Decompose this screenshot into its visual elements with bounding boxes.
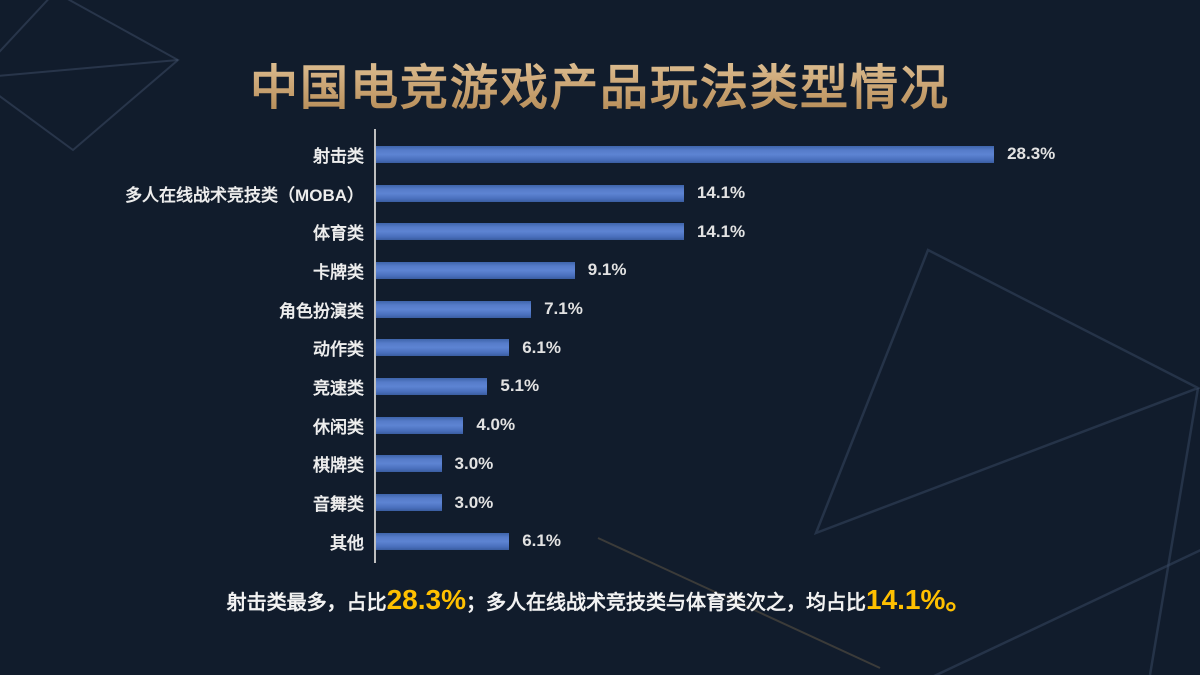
- value-label: 6.1%: [522, 531, 561, 551]
- summary-highlight: 14.1%。: [866, 584, 974, 615]
- bar-row: 体育类 14.1%: [0, 212, 1200, 251]
- page-title: 中国电竞游戏产品玩法类型情况: [0, 48, 1200, 118]
- value-label: 3.0%: [454, 453, 494, 473]
- bar-row: 卡牌类 9.1%: [0, 251, 1200, 290]
- bar: [376, 145, 995, 163]
- category-label: 角色扮演类: [279, 301, 364, 321]
- category-label: 其他: [330, 533, 364, 553]
- bar-row: 其他 6.1%: [0, 522, 1200, 561]
- bar-row: 动作类 6.1%: [0, 328, 1200, 367]
- category-label: 竞速类: [313, 378, 364, 398]
- bar-row: 射击类 28.3%: [0, 135, 1200, 174]
- value-label: 14.1%: [696, 183, 746, 203]
- bar: [376, 494, 442, 512]
- summary-text: 射击类最多，占比28.3%；多人在线战术竞技类与体育类次之，均占比14.1%。: [0, 578, 1200, 618]
- bar: [376, 261, 575, 279]
- value-label: 5.1%: [500, 376, 540, 396]
- bar: [376, 416, 464, 434]
- summary-segment: 射击类最多，占比: [226, 592, 387, 614]
- bar-row: 音舞类 3.0%: [0, 483, 1200, 522]
- value-label: 4.0%: [476, 415, 516, 435]
- bar: [376, 184, 684, 202]
- bar-rows-container: 射击类 28.3% 多人在线战术竞技类（MOBA） 14.1% 体育类 14.1% 卡牌类 9…: [0, 135, 1200, 561]
- bar: [376, 455, 442, 473]
- value-label: 7.1%: [544, 299, 583, 319]
- category-label: 体育类: [313, 224, 364, 244]
- category-label: 棋牌类: [313, 456, 364, 476]
- bar-row: 棋牌类 3.0%: [0, 445, 1200, 484]
- value-label: 3.0%: [454, 492, 494, 512]
- bar: [376, 223, 684, 241]
- bar-chart: 射击类 28.3% 多人在线战术竞技类（MOBA） 14.1% 体育类 14.1% 卡牌类 9…: [0, 129, 1200, 563]
- value-label: 28.3%: [1007, 144, 1056, 164]
- bar-row: 角色扮演类 7.1%: [0, 290, 1200, 329]
- summary-segment: ；多人在线战术竞技类与体育类次之，均占比: [466, 592, 866, 614]
- category-label: 多人在线战术竞技类（MOBA）: [125, 185, 364, 205]
- value-label: 14.1%: [696, 221, 746, 241]
- bar-row: 休闲类 4.0%: [0, 406, 1200, 445]
- bar-row: 竞速类 5.1%: [0, 367, 1200, 406]
- summary-highlight: 28.3%: [386, 584, 466, 615]
- category-label: 音舞类: [313, 495, 364, 515]
- category-label: 卡牌类: [313, 262, 364, 282]
- bar: [376, 377, 488, 395]
- bar: [376, 300, 532, 318]
- category-label: 休闲类: [313, 417, 364, 437]
- bar: [376, 339, 510, 357]
- category-label: 射击类: [313, 146, 364, 166]
- value-label: 9.1%: [587, 260, 627, 280]
- value-label: 6.1%: [522, 337, 561, 357]
- category-label: 动作类: [313, 340, 364, 360]
- bar-row: 多人在线战术竞技类（MOBA） 14.1%: [0, 174, 1200, 213]
- bar: [376, 532, 510, 550]
- y-axis-line: [374, 129, 376, 563]
